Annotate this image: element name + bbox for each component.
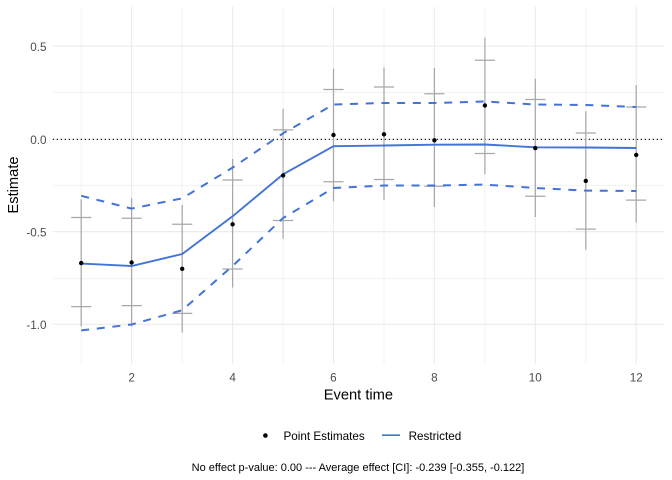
svg-text:Restricted: Restricted <box>409 430 462 443</box>
svg-text:4: 4 <box>229 372 236 385</box>
svg-text:-0.5: -0.5 <box>26 226 47 239</box>
svg-text:10: 10 <box>529 372 543 385</box>
svg-text:0.5: 0.5 <box>30 41 47 54</box>
svg-text:2: 2 <box>128 372 135 385</box>
svg-text:-1.0: -1.0 <box>26 319 47 332</box>
svg-text:Event time: Event time <box>324 387 393 403</box>
svg-text:No effect p-value: 0.00 --- Av: No effect p-value: 0.00 --- Average effe… <box>192 462 525 474</box>
svg-text:8: 8 <box>431 372 438 385</box>
svg-text:0.0: 0.0 <box>30 134 47 147</box>
svg-text:6: 6 <box>330 372 337 385</box>
svg-text:Point Estimates: Point Estimates <box>284 430 365 443</box>
svg-text:Estimate: Estimate <box>6 156 22 213</box>
svg-text:12: 12 <box>630 372 643 385</box>
